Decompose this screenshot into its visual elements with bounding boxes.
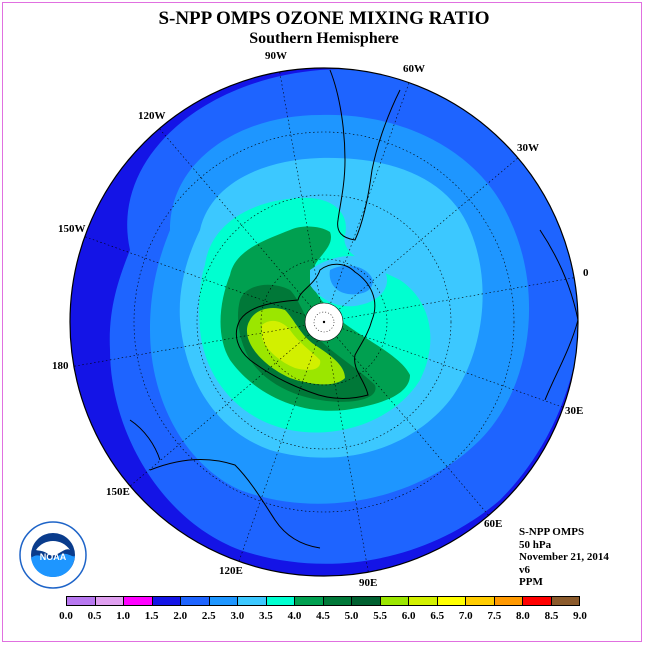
lon-label-60e: 60E bbox=[484, 518, 503, 530]
new-zealand-coast bbox=[129, 419, 161, 461]
coastlines bbox=[129, 69, 578, 549]
lon-label-60w: 60W bbox=[403, 63, 425, 75]
legend-tick-label: 2.0 bbox=[173, 610, 188, 622]
info-date: November 21, 2014 bbox=[519, 551, 609, 563]
legend-tick-label: 8.0 bbox=[516, 610, 530, 622]
legend-swatch bbox=[266, 597, 295, 605]
lon-label-90w: 90W bbox=[265, 50, 287, 62]
map-title: S-NPP OMPS OZONE MIXING RATIO bbox=[158, 8, 490, 29]
band-6-0 bbox=[262, 320, 321, 370]
lon-label-120w: 120W bbox=[138, 110, 166, 122]
legend-swatch bbox=[466, 597, 495, 605]
legend-swatch bbox=[323, 597, 352, 605]
legend-tick-label: 2.5 bbox=[201, 610, 216, 622]
lon-label-120e: 120E bbox=[219, 565, 243, 577]
legend-swatch bbox=[409, 597, 438, 605]
info-level: 50 hPa bbox=[519, 538, 552, 551]
legend-swatch bbox=[523, 597, 552, 605]
south-america-coast bbox=[329, 69, 401, 241]
info-units: PPM bbox=[519, 576, 543, 588]
legend-tick-label: 1.0 bbox=[116, 610, 130, 622]
legend-swatch bbox=[67, 597, 96, 605]
legend-swatch bbox=[95, 597, 124, 605]
lon-label-180: 180 bbox=[52, 360, 69, 372]
legend-tick-label: 3.0 bbox=[230, 610, 245, 622]
legend-swatch bbox=[494, 597, 523, 605]
lon-label-0: 0 bbox=[583, 267, 589, 279]
legend-tick-label: 0.5 bbox=[87, 610, 102, 622]
legend-swatch bbox=[437, 597, 466, 605]
legend-tick-label: 0.0 bbox=[59, 610, 73, 622]
legend-tick-label: 4.5 bbox=[316, 610, 330, 622]
lon-label-30w: 30W bbox=[517, 142, 539, 154]
info-block: S-NPP OMPS 50 hPa November 21, 2014 v6 P… bbox=[519, 526, 609, 589]
lon-label-30e: 30E bbox=[565, 405, 584, 417]
legend-swatch bbox=[295, 597, 324, 605]
lon-label-150e: 150E bbox=[106, 486, 130, 498]
legend-tick-label: 1.5 bbox=[144, 610, 159, 622]
image-frame bbox=[2, 2, 642, 642]
australia-coast bbox=[149, 459, 321, 549]
noaa-logo-text: NOAA bbox=[40, 552, 67, 562]
lon-label-150w: 150W bbox=[58, 223, 86, 235]
legend-tick-label: 7.5 bbox=[487, 610, 502, 622]
legend-swatch bbox=[380, 597, 409, 605]
lon-label-90e: 90E bbox=[359, 577, 378, 589]
band-3-0-notch bbox=[329, 265, 373, 295]
africa-coast bbox=[539, 229, 578, 401]
legend-swatch bbox=[551, 597, 579, 605]
legend-tick-label: 6.5 bbox=[430, 610, 445, 622]
legend-tick-label: 3.5 bbox=[259, 610, 273, 622]
legend-swatch bbox=[209, 597, 238, 605]
legend-tick-label: 6.0 bbox=[401, 610, 416, 622]
noaa-logo: NOAA bbox=[19, 521, 87, 589]
legend-tick-label: 5.5 bbox=[373, 610, 387, 622]
info-instrument: S-NPP OMPS bbox=[519, 526, 585, 538]
legend-swatch bbox=[152, 597, 181, 605]
legend-swatch bbox=[124, 597, 153, 605]
antarctica-coast bbox=[235, 263, 376, 399]
legend-swatch bbox=[352, 597, 381, 605]
legend-tick-label: 5.0 bbox=[344, 610, 359, 622]
legend-swatch bbox=[181, 597, 210, 605]
legend-tick-label: 8.5 bbox=[544, 610, 559, 622]
map-subtitle: Southern Hemisphere bbox=[249, 30, 399, 47]
legend-tick-label: 9.0 bbox=[573, 610, 587, 622]
graticule bbox=[70, 68, 578, 576]
legend-swatch bbox=[238, 597, 267, 605]
pole-marker bbox=[313, 311, 335, 333]
pole-dot bbox=[322, 320, 326, 324]
legend-tick-label: 4.0 bbox=[287, 610, 302, 622]
legend-ticks: 0.0 0.5 1.0 1.5 2.0 2.5 3.0 3.5 4.0 4.5 5.0 5.5 6.0 6… bbox=[0, 610, 648, 624]
legend-tick-label: 7.0 bbox=[458, 610, 473, 622]
map-boundary bbox=[69, 67, 579, 577]
info-version: v6 bbox=[519, 563, 530, 576]
color-legend bbox=[66, 596, 580, 606]
